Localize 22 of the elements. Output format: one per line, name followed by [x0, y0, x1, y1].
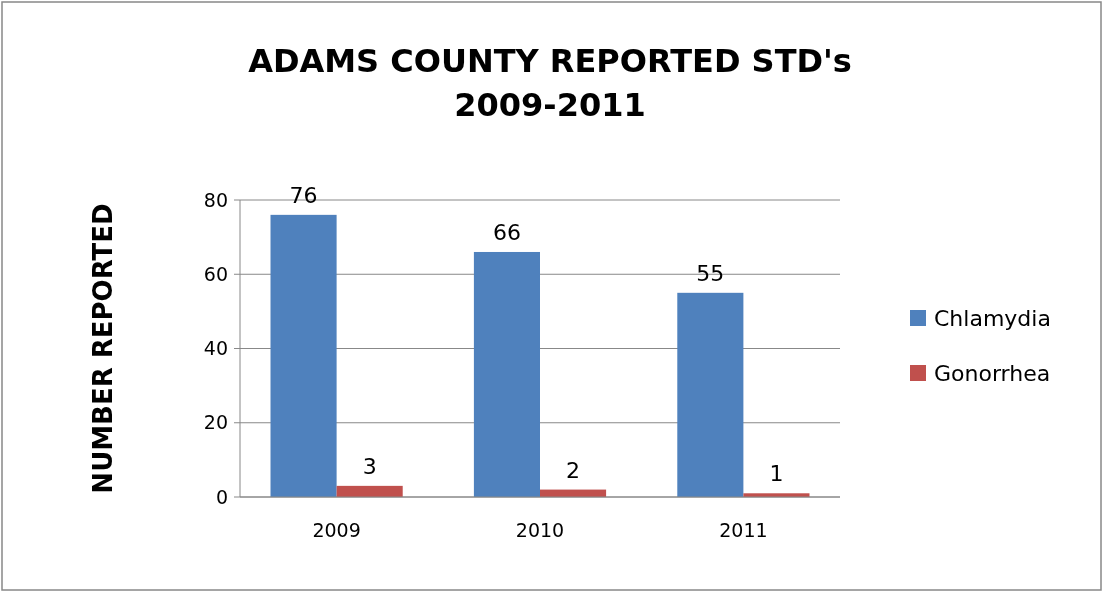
data-label: 3 [362, 453, 377, 479]
x-tick-label: 2010 [515, 519, 565, 541]
bar [473, 251, 540, 497]
data-label: 1 [769, 461, 784, 487]
bar [270, 214, 337, 497]
legend-label: Chlamydia [934, 305, 1051, 331]
data-label: 66 [492, 219, 521, 245]
legend-label: Gonorrhea [934, 360, 1051, 386]
bar [677, 292, 744, 497]
data-label: 76 [289, 182, 318, 208]
bar [336, 485, 403, 497]
y-tick-label: 40 [203, 337, 228, 360]
x-tick-label: 2011 [719, 519, 768, 541]
y-tick-label: 80 [203, 188, 228, 211]
data-label: 55 [696, 260, 725, 286]
y-tick-label: 60 [203, 262, 228, 285]
y-tick-label: 20 [203, 411, 228, 434]
chart-title: ADAMS COUNTY REPORTED STD's 2009-2011 [248, 42, 852, 124]
y-axis-title: NUMBER REPORTED [88, 203, 118, 494]
x-tick-label: 2009 [312, 519, 361, 541]
data-label: 2 [566, 457, 581, 483]
y-tick-label: 0 [215, 485, 228, 508]
